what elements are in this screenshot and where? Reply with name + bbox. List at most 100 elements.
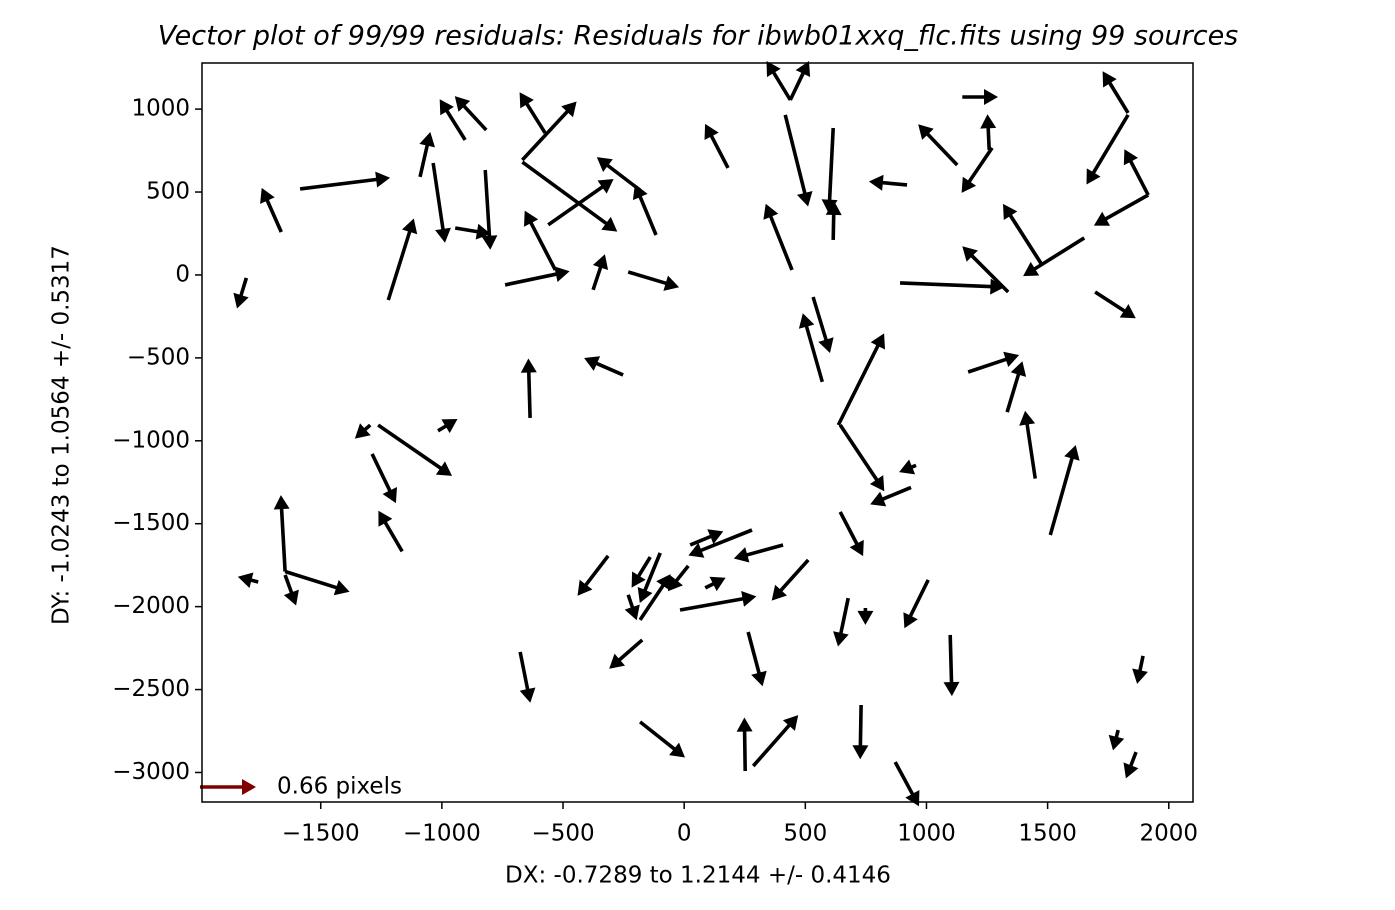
y-tick-label: −2500 [112, 676, 190, 702]
vector-arrow [766, 61, 792, 101]
vector-arrow [679, 591, 757, 612]
vector-arrow [418, 132, 435, 178]
vector-arrow [273, 495, 290, 572]
vector-arrow [704, 576, 726, 592]
vector-arrow [596, 157, 642, 192]
vector-arrow [454, 96, 488, 132]
vector-arrow [520, 358, 537, 418]
vector-arrow [980, 114, 997, 150]
vector-arrow [437, 419, 458, 434]
vector-arrow [524, 210, 557, 271]
vector-arrow [868, 174, 908, 191]
key-arrow [200, 779, 256, 795]
x-tick-label: −1000 [403, 821, 481, 847]
x-tick-label: 2000 [1139, 821, 1198, 847]
vector-arrow [521, 101, 577, 162]
vector-arrow [237, 572, 259, 588]
y-axis-label: DY: -1.0243 to 1.0564 +/- 0.5317 [49, 245, 75, 625]
vector-arrow [632, 184, 658, 236]
vector-arrow [431, 162, 451, 243]
vector-arrow [439, 99, 467, 141]
vector-arrow [688, 528, 753, 558]
vector-arrow [504, 266, 570, 287]
vector-arrow [1123, 751, 1139, 779]
vector-arrow [638, 574, 671, 621]
vector-arrow [631, 556, 652, 588]
vector-arrow [1123, 149, 1150, 196]
vector-arrow [1086, 114, 1130, 185]
x-tick-label: 1000 [897, 821, 956, 847]
x-tick-label: 500 [783, 821, 827, 847]
y-tick-label: −3000 [112, 759, 190, 785]
x-axis-label: DX: -0.7289 to 1.2144 +/- 0.4146 [505, 863, 891, 889]
vector-arrow [354, 423, 372, 439]
vector-arrow [1019, 410, 1037, 479]
vector-arrow [736, 717, 753, 771]
vector-arrow [903, 579, 930, 629]
y-tick-label: −1500 [112, 510, 190, 536]
vector-arrow [961, 146, 994, 193]
vector-arrow [591, 254, 609, 291]
vector-arrow [962, 246, 1010, 294]
vector-arrow [838, 511, 864, 557]
vector-arrow [852, 705, 869, 760]
vector-arrow [1005, 361, 1027, 413]
vector-arrow [771, 558, 810, 601]
vector-arrow [1108, 729, 1125, 751]
vector-arrow [284, 569, 350, 596]
vector-arrow [751, 715, 799, 768]
vector-arrow [386, 218, 418, 301]
vector-arrow [609, 638, 644, 669]
vector-arrow [283, 574, 299, 606]
vector-arrow [1132, 655, 1148, 684]
vector-arrow [299, 171, 391, 191]
vector-arrow [639, 720, 685, 758]
vector-arrow [1023, 236, 1086, 277]
vector-arrow [746, 631, 767, 687]
y-tick-label: −2000 [112, 593, 190, 619]
vector-arrow [704, 123, 730, 169]
vector-arrow [962, 89, 998, 105]
vector-arrow [918, 124, 959, 167]
vector-arrow [821, 127, 838, 214]
vector-arrow [233, 277, 249, 309]
y-tick-label: −500 [127, 344, 190, 370]
vector-arrow [1048, 445, 1080, 536]
y-tick-label: 500 [146, 179, 190, 205]
x-tick-label: −1500 [282, 821, 360, 847]
vector-arrow [893, 761, 920, 807]
vector-arrow [733, 543, 784, 563]
vector-arrow [1102, 71, 1130, 114]
vector-arrow [577, 554, 610, 596]
vector-arrow [1003, 203, 1044, 266]
plot-frame [201, 62, 1194, 803]
vector-arrow [788, 61, 811, 101]
vector-arrow [763, 203, 794, 271]
vector-arrow [870, 485, 912, 507]
vector-arrow [481, 169, 498, 250]
vector-arrow [1094, 290, 1136, 319]
x-tick-label: 1500 [1018, 821, 1077, 847]
vector-arrow [899, 459, 917, 475]
x-tick-label: −500 [531, 821, 594, 847]
vector-arrow [811, 296, 834, 353]
vector-arrow [838, 424, 885, 492]
vector-arrow [967, 351, 1020, 374]
vector-arrow [584, 356, 624, 377]
vector-arrow [689, 529, 724, 547]
vector-arrow [521, 160, 618, 232]
vector-arrow [637, 552, 662, 603]
vector-arrow [836, 333, 885, 426]
vector-arrow [783, 114, 813, 207]
chart-title: Vector plot of 99/99 residuals: Residual… [158, 21, 1239, 52]
vector-arrow [370, 453, 397, 504]
vector-arrow [833, 597, 850, 647]
vector-arrow [518, 651, 536, 703]
vector-arrow [943, 634, 960, 697]
key-label: 0.66 pixels [277, 774, 402, 800]
vector-arrow [624, 594, 640, 621]
vector-arrow [377, 423, 452, 476]
y-tick-label: 1000 [131, 96, 190, 122]
y-tick-label: 0 [175, 261, 190, 287]
vector-arrow [900, 278, 1005, 295]
